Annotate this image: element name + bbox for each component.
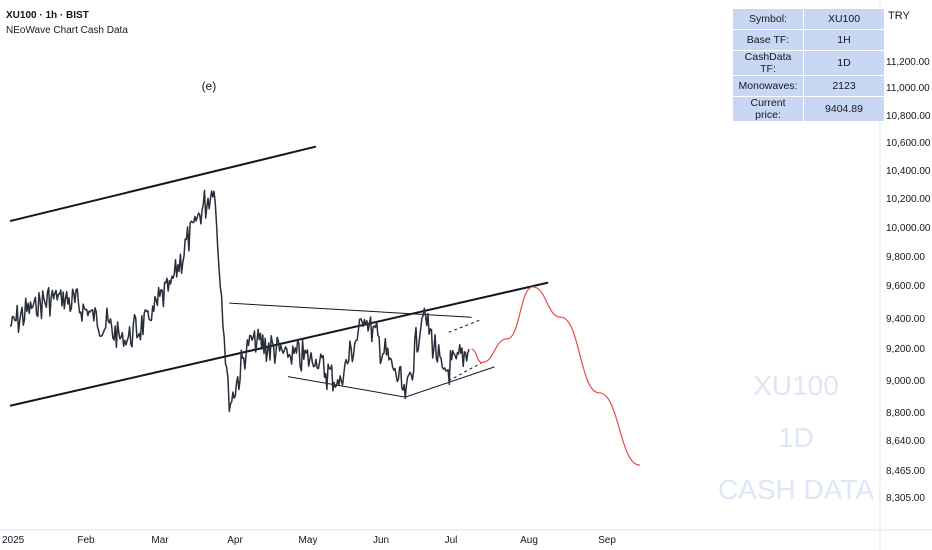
x-tick-label: Jul [445,535,458,546]
y-tick-label: 10,800.00 [886,111,931,122]
info-key: CashData TF: [732,50,804,76]
y-tick-label: 11,200.00 [886,57,930,68]
y-tick-label: 11,000.00 [886,83,930,94]
info-key: Current price: [732,96,804,122]
info-row: CashData TF: 1D [732,50,885,76]
info-value: XU100 [803,8,885,30]
info-value: 9404.89 [803,96,885,122]
channel-upper-line [9,145,317,223]
x-tick-label: 2025 [2,535,25,546]
wave-label-e: (e) [202,79,217,93]
y-tick-label: 9,000.00 [886,376,925,387]
info-value: 2123 [803,75,885,97]
y-tick-label: 9,600.00 [886,281,925,292]
x-tick-label: Jun [373,535,389,546]
info-key: Symbol: [732,8,804,30]
info-row: Symbol: XU100 [732,8,885,30]
y-tick-label: 10,600.00 [886,138,931,149]
y-tick-label: 9,800.00 [886,252,925,263]
info-key: Monowaves: [732,75,804,97]
x-tick-label: Mar [151,535,169,546]
y-tick-label: 10,400.00 [886,166,931,177]
y-tick-label: 9,200.00 [886,344,925,355]
wedge-lower-dashed [448,362,482,382]
y-tick-label: 8,640.00 [886,436,925,447]
projection-curve [471,286,640,466]
y-tick-label: 10,000.00 [886,223,931,234]
info-row: Current price: 9404.89 [732,96,885,122]
info-key: Base TF: [732,29,804,51]
price-line [10,189,470,413]
triangle-upper-line [229,302,472,318]
watermark-timeframe: 1D [778,422,814,453]
x-tick-label: Aug [520,535,538,546]
x-tick-label: Feb [77,535,95,546]
y-tick-label: 8,800.00 [886,408,925,419]
info-value: 1D [803,50,885,76]
chart-subtitle: NEoWave Chart Cash Data [6,25,128,36]
info-value: 1H [803,29,885,51]
currency-label: TRY [888,10,910,22]
triangle-lower-line [287,376,406,398]
y-tick-label: 8,305.00 [886,493,925,504]
info-row: Monowaves: 2123 [732,75,885,97]
y-tick-label: 10,200.00 [886,194,931,205]
x-tick-label: Apr [227,535,243,546]
info-row: Base TF: 1H [732,29,885,51]
chart-title: XU100 · 1h · BIST [6,10,89,21]
y-tick-label: 8,465.00 [886,466,925,477]
wedge-upper-dashed [448,318,482,333]
x-tick-label: Sep [598,535,616,546]
watermark-cash-data: CASH DATA [717,474,875,505]
watermark-symbol: XU100 [753,370,839,401]
y-tick-label: 9,400.00 [886,314,925,325]
chart-header: XU100 · 1h · BIST NEoWave Chart Cash Dat… [6,8,128,38]
info-table: Symbol: XU100 Base TF: 1H CashData TF: 1D M… [732,8,885,122]
x-tick-label: May [299,535,318,546]
